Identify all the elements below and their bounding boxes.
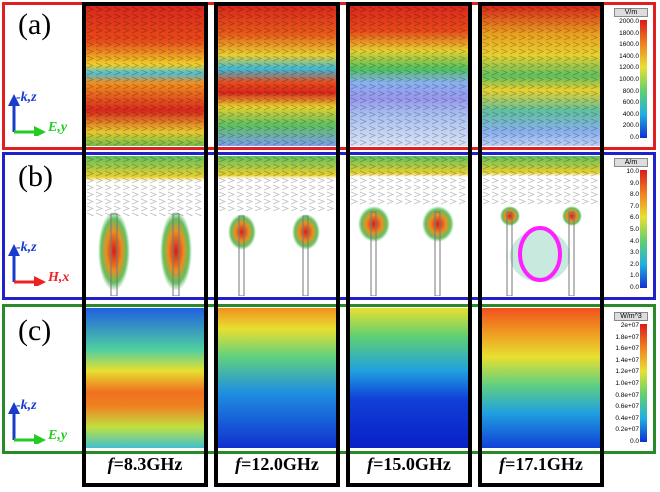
colorbar-tick: 0.4e+07	[615, 414, 639, 422]
hfield-panel-15-0	[350, 156, 468, 296]
axis-arrows-icon	[8, 94, 46, 138]
frequency-label-1: f=8.3GHz	[107, 454, 183, 474]
colorbar-tick: 1800.0	[619, 29, 639, 37]
colorbar-tick: 8.0	[629, 191, 639, 199]
colorbar-tick: 4.0	[629, 237, 639, 245]
colorbar-gradient	[640, 170, 647, 288]
colorbar-tick: 1.8e+07	[615, 333, 639, 341]
colorbar-c: W/m^3 2e+07 1.8e+07 1.6e+07 1.4e+07 1.2e…	[614, 312, 648, 445]
hfield-panel-17-1	[482, 156, 600, 296]
power-panel-12-0	[218, 308, 336, 448]
frequency-label-3: f=15.0GHz	[367, 454, 451, 474]
panel-label-a: (a)	[18, 8, 52, 41]
colorbar-tick: 800.0	[622, 87, 639, 95]
frequency-label-4: f=17.1GHz	[499, 454, 583, 474]
colorbar-tick: 1200.0	[619, 64, 639, 72]
colorbar-tick: 0.0	[629, 284, 639, 291]
axis-right-label: E,y	[48, 428, 68, 443]
colorbar-tick: 200.0	[622, 122, 639, 130]
hfield-panel-12-0	[218, 156, 336, 296]
column-frame-3	[346, 2, 472, 487]
colorbar-tick: 0.6e+07	[615, 403, 639, 411]
colorbar-tick: 400.0	[622, 110, 639, 118]
column-frame-1	[82, 2, 208, 487]
axis-up-label: -k,z	[16, 398, 37, 413]
column-frame-2	[214, 2, 340, 487]
colorbar-tick: 1600.0	[619, 41, 639, 49]
colorbar-tick: 2000.0	[619, 18, 639, 25]
colorbar-tick: 0.0	[629, 134, 639, 141]
colorbar-tick: 1400.0	[619, 52, 639, 60]
axis-up-label: -k,z	[16, 240, 37, 255]
hfield-panel-8-3	[86, 156, 204, 296]
colorbar-tick: 3.0	[629, 249, 639, 257]
colorbar-b: A/m 10.0 9.0 8.0 7.0 6.0 5.0 4.0 3.0 2.0…	[614, 158, 648, 291]
colorbar-tick: 5.0	[629, 226, 639, 233]
colorbar-unit: A/m	[614, 158, 648, 167]
row-frame-b	[2, 152, 656, 300]
colorbar-tick: 1.0e+07	[615, 380, 639, 387]
axis-up-label: -k,z	[16, 90, 37, 105]
colorbar-tick: 9.0	[629, 179, 639, 187]
axis-indicator-a: -k,z E,y	[6, 90, 78, 138]
colorbar-tick: 0.0	[629, 438, 639, 445]
colorbar-gradient	[640, 20, 647, 138]
efield-panel-8-3	[86, 6, 204, 146]
row-frame-c	[2, 304, 656, 454]
power-panel-8-3	[86, 308, 204, 448]
colorbar-gradient	[640, 324, 647, 442]
colorbar-tick: 1.6e+07	[615, 345, 639, 353]
frequency-label-2: f=12.0GHz	[235, 454, 319, 474]
panel-label-c: (c)	[18, 314, 52, 347]
axis-arrows-icon	[8, 244, 46, 288]
highlight-ellipse	[518, 226, 562, 282]
colorbar-unit: W/m^3	[614, 312, 648, 321]
colorbar-tick: 10.0	[626, 168, 639, 175]
axis-right-label: H,x	[48, 270, 70, 285]
colorbar-tick: 6.0	[629, 214, 639, 222]
colorbar-tick: 2e+07	[620, 322, 639, 329]
axis-arrows-icon	[8, 402, 46, 446]
axis-indicator-b: -k,z H,x	[6, 240, 78, 288]
panel-label-b: (b)	[18, 160, 53, 193]
axis-indicator-c: -k,z E,y	[6, 398, 78, 446]
colorbar-tick: 600.0	[622, 99, 639, 107]
colorbar-tick: 7.0	[629, 202, 639, 210]
colorbar-tick: 1.4e+07	[615, 356, 639, 364]
efield-panel-12-0	[218, 6, 336, 146]
colorbar-unit: V/m	[614, 8, 648, 17]
colorbar-tick: 1.0	[629, 272, 639, 280]
colorbar-tick: 0.8e+07	[615, 391, 639, 399]
colorbar-a: V/m 2000.0 1800.0 1600.0 1400.0 1200.0 1…	[614, 8, 648, 141]
colorbar-tick: 1000.0	[619, 76, 639, 83]
column-frame-4	[478, 2, 604, 487]
colorbar-tick: 2.0	[629, 260, 639, 268]
power-panel-17-1	[482, 308, 600, 448]
colorbar-tick: 1.2e+07	[615, 368, 639, 376]
efield-panel-15-0	[350, 6, 468, 146]
power-panel-15-0	[350, 308, 468, 448]
colorbar-tick: 0.2e+07	[615, 426, 639, 434]
efield-panel-17-1	[482, 6, 600, 146]
axis-right-label: E,y	[48, 120, 68, 135]
